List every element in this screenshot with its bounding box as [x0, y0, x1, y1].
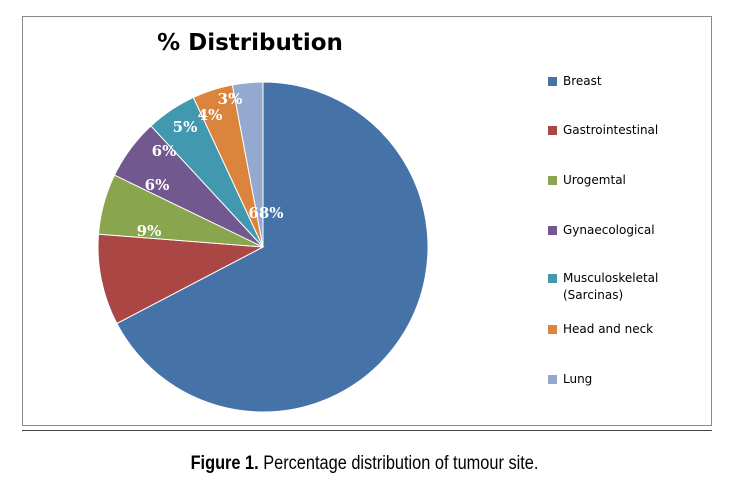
data-label-3: 6%: [145, 176, 170, 194]
figure-rule: [22, 430, 712, 431]
legend-item-7: Lung: [548, 371, 592, 388]
legend-item-4: Gynaecological: [548, 222, 655, 239]
legend-label: Urogemtal: [563, 173, 626, 187]
data-label-6: 4%: [198, 106, 223, 124]
legend-swatch: [548, 274, 557, 283]
legend-label: Lung: [563, 372, 593, 386]
chart-title: % Distribution: [157, 30, 343, 56]
figure-label: Figure 1.: [190, 453, 259, 474]
data-label-7: 3%: [218, 90, 243, 108]
legend-swatch: [548, 226, 557, 235]
legend-label: Gastrointestinal: [563, 123, 659, 137]
data-label-1: 68%: [248, 204, 283, 222]
legend-swatch: [548, 375, 557, 384]
legend-label: Breast: [563, 74, 602, 88]
legend-label: Head and neck: [563, 322, 654, 336]
pie-slice-1: [116, 81, 429, 413]
data-label-2: 9%: [137, 222, 162, 240]
legend-swatch: [548, 126, 557, 135]
pie-slice-7: [231, 81, 264, 248]
legend-label: Gynaecological: [563, 223, 655, 237]
legend: Breast Gastrointestinal Urogemtal Gynaecolo…: [548, 0, 718, 420]
legend-swatch: [548, 325, 557, 334]
legend-item-5: Musculoskeletal (Sarcinas): [548, 270, 658, 304]
pie-slice-2: [97, 233, 265, 325]
pie-chart: 68% 9% 6% 6% 5%4%3%: [97, 81, 429, 413]
legend-swatch: [548, 77, 557, 86]
data-label-5: 5%: [173, 118, 198, 136]
legend-label: Musculoskeletal (Sarcinas): [563, 271, 659, 302]
figure-caption: Figure 1. Percentage distribution of tum…: [51, 453, 678, 475]
legend-item-2: Gastrointestinal: [548, 122, 658, 139]
figure-caption-text: Percentage distribution of tumour site.: [263, 453, 539, 474]
legend-swatch: [548, 176, 557, 185]
legend-item-6: Head and neck: [548, 321, 653, 338]
legend-item-3: Urogemtal: [548, 172, 626, 189]
legend-item-1: Breast: [548, 73, 602, 90]
data-label-4: 6%: [152, 142, 177, 160]
